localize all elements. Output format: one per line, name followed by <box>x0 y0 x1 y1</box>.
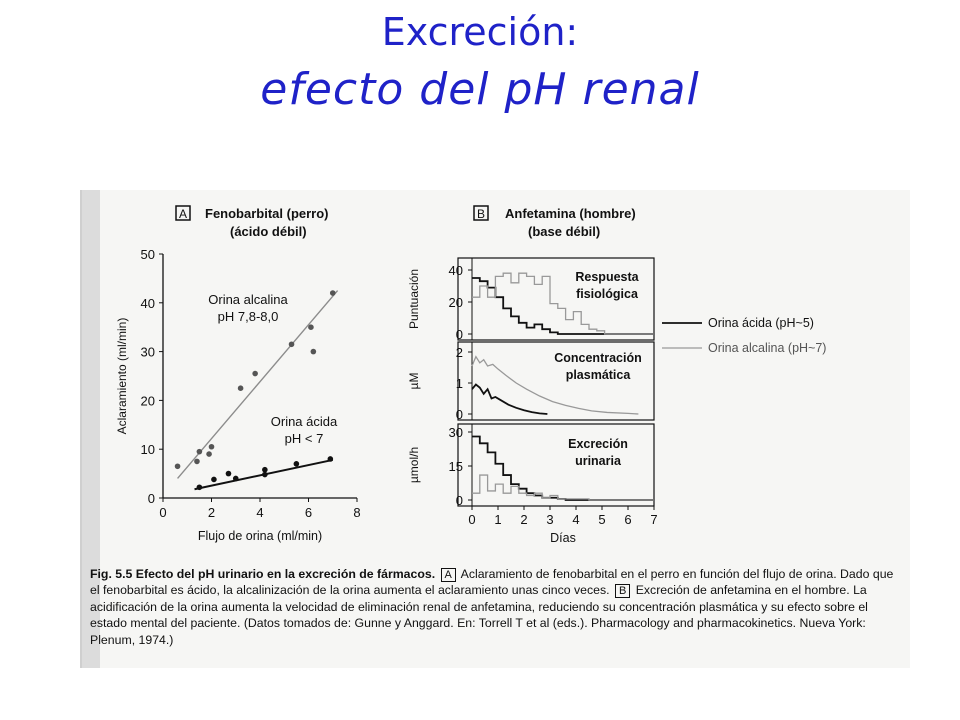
panel-b-y-tick-label: 40 <box>449 263 463 278</box>
panel-b-y-tick-label: 2 <box>456 345 463 360</box>
panel-b-subplot-label: Concentración <box>554 351 642 365</box>
panel-a-label-box <box>175 205 191 221</box>
panel-b-x-tick-label: 6 <box>624 512 631 527</box>
panel-a-data-point <box>329 290 336 296</box>
legend-label: Orina alcalina (pH~7) <box>708 341 826 355</box>
slide-title: Excreción: <box>381 10 579 54</box>
caption-box-b: B <box>614 584 631 599</box>
panel-a-data-point <box>211 476 217 483</box>
panel-b-subplot-label: fisiológica <box>576 287 639 301</box>
panel-a-data-point <box>194 458 200 465</box>
panel-a-y-label: Aclaramiento (ml/min) <box>115 318 129 435</box>
panel-a-data-point <box>293 461 300 467</box>
panel-a-data-point <box>310 348 317 355</box>
caption-part-a-1: Aclaramiento de fenobarbital en el perro… <box>460 567 837 581</box>
panel-a-data-point <box>208 443 215 450</box>
panel-a-y-tick-label: 50 <box>141 247 155 262</box>
panel-a-data-point <box>196 484 203 491</box>
panel-a-data-point <box>206 451 212 457</box>
panel-a-data-point <box>225 470 232 477</box>
caption-part-a-2: Dado que el fenobarbital es ácido, la al… <box>90 567 894 598</box>
figure-caption: Fig. 5.5 Efecto del pH urinario en la ex… <box>90 566 902 648</box>
page-edge <box>82 190 100 668</box>
panel-a-x-tick-label: 6 <box>305 505 312 520</box>
panel-a-y-tick-label: 10 <box>141 442 155 457</box>
panel-a-label: A <box>179 207 187 221</box>
panel-b-y-tick-label: 15 <box>449 459 463 474</box>
panel-b-x-tick-label: 4 <box>572 512 579 527</box>
panel-b-x-label: Días <box>550 531 576 545</box>
panel-a-x-tick-label: 2 <box>208 505 215 520</box>
panel-a-title: Fenobarbital (perro) <box>205 206 329 221</box>
caption-title: Efecto del pH urinario en la excreción d… <box>135 567 436 581</box>
panel-a-data-point <box>252 370 258 377</box>
caption-part-b: Excreción de anfetamina en el hombre. La… <box>90 583 868 647</box>
panel-b-x-tick-label: 2 <box>520 512 527 527</box>
panel-a-annotation: Orina alcalina <box>208 292 288 307</box>
panel-b-series-line <box>471 383 548 415</box>
panel-b-y-tick-label: 0 <box>456 327 463 342</box>
panel-b-subplot-frame <box>457 423 655 507</box>
caption-fig-number: Fig. 5.5 <box>90 567 133 581</box>
panel-a-x-tick-label: 8 <box>353 505 360 520</box>
panel-a-data-point <box>174 463 181 470</box>
panel-a-subtitle: (ácido débil) <box>230 224 307 239</box>
scanned-figure <box>80 190 910 668</box>
panel-b-subplot-label: Respuesta <box>575 270 639 284</box>
panel-a-annotation: pH < 7 <box>285 431 324 446</box>
panel-b-series-line <box>472 272 654 335</box>
panel-a-data-point <box>232 475 239 482</box>
panel-a-data-point <box>262 466 268 473</box>
panel-b-subplot-label: plasmática <box>566 368 632 382</box>
panel-b-x-tick-label: 0 <box>468 512 475 527</box>
panel-b-label: B <box>477 207 485 221</box>
panel-a-y-tick-label: 20 <box>141 393 155 408</box>
caption-box-a: A <box>440 568 456 582</box>
panel-b-y-tick-label: 0 <box>456 493 463 508</box>
panel-a-annotation: pH 7,8-8,0 <box>218 309 279 324</box>
panel-a-x-label: Flujo de orina (ml/min) <box>198 529 322 543</box>
panel-a-data-point <box>262 471 268 478</box>
slide-subtitle: efecto del pH renal <box>260 64 700 115</box>
panel-a-data-point <box>327 456 334 462</box>
panel-b-y-label: µmol/h <box>407 447 421 483</box>
panel-a-annotation: Orina ácida <box>271 414 338 429</box>
panel-a-data-point <box>288 341 295 348</box>
panel-a-y-tick-label: 0 <box>148 491 155 506</box>
panel-b-series-line <box>471 355 639 415</box>
panel-b-x-tick-label: 7 <box>650 512 657 527</box>
panel-b-y-tick-label: 1 <box>456 376 463 391</box>
panel-b-x-tick-label: 1 <box>494 512 501 527</box>
panel-b-series-line <box>472 474 654 501</box>
panel-b-subplot-frame <box>457 341 655 421</box>
panel-b-subtitle: (base débil) <box>528 224 600 239</box>
panel-b-y-tick-label: 30 <box>449 425 463 440</box>
panel-a-fit-line <box>177 290 339 479</box>
panel-b-y-label: µM <box>407 373 421 390</box>
panel-a-y-tick-label: 30 <box>141 345 155 360</box>
legend-label: Orina ácida (pH~5) <box>708 316 814 330</box>
panel-b-subplot-frame <box>457 257 655 341</box>
panel-a-x-tick-label: 0 <box>159 505 166 520</box>
panel-b-x-tick-label: 3 <box>546 512 553 527</box>
panel-b-title: Anfetamina (hombre) <box>505 206 636 221</box>
panel-b-y-tick-label: 0 <box>456 407 463 422</box>
panel-b-y-tick-label: 20 <box>449 295 463 310</box>
panel-b-subplot-label: urinaria <box>575 454 622 468</box>
panel-a-y-tick-label: 40 <box>141 296 155 311</box>
panel-b-subplot-label: Excreción <box>568 437 628 451</box>
panel-a-data-point <box>196 448 203 455</box>
panel-b-x-tick-label: 5 <box>598 512 605 527</box>
panel-a-data-point <box>308 324 314 331</box>
panel-a-x-tick-label: 4 <box>256 505 263 520</box>
panel-a-data-point <box>237 385 244 392</box>
panel-b-label-box <box>473 205 489 221</box>
panel-b-y-label: Puntuación <box>407 269 421 329</box>
